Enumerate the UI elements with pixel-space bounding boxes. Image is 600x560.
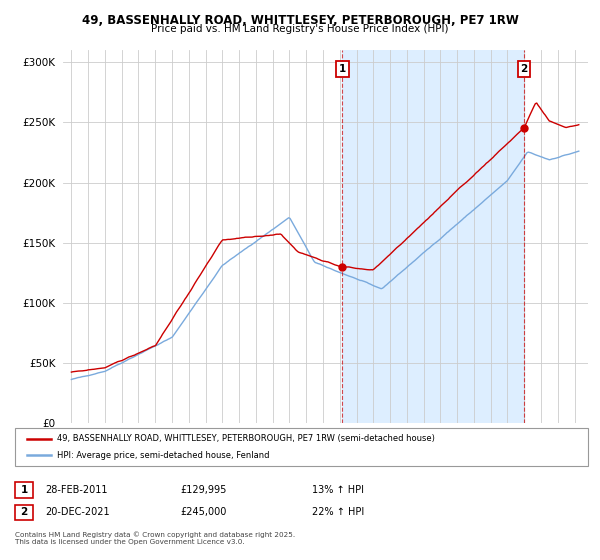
Bar [342,50,524,423]
Text: Price paid vs. HM Land Registry's House Price Index (HPI): Price paid vs. HM Land Registry's House … [151,24,449,34]
Text: 28-FEB-2011: 28-FEB-2011 [45,485,107,495]
Text: 2: 2 [20,507,28,517]
Text: Contains HM Land Registry data © Crown copyright and database right 2025.
This d: Contains HM Land Registry data © Crown c… [15,531,295,544]
Text: £129,995: £129,995 [180,485,226,495]
Text: £245,000: £245,000 [180,507,226,517]
Text: 49, BASSENHALLY ROAD, WHITTLESEY, PETERBOROUGH, PE7 1RW: 49, BASSENHALLY ROAD, WHITTLESEY, PETERB… [82,14,518,27]
Text: 13% ↑ HPI: 13% ↑ HPI [312,485,364,495]
Text: 1: 1 [338,64,346,74]
Text: 20-DEC-2021: 20-DEC-2021 [45,507,110,517]
Text: 49, BASSENHALLY ROAD, WHITTLESEY, PETERBOROUGH, PE7 1RW (semi-detached house): 49, BASSENHALLY ROAD, WHITTLESEY, PETERB… [57,434,435,443]
Text: 2: 2 [520,64,527,74]
Text: 1: 1 [20,485,28,495]
Text: HPI: Average price, semi-detached house, Fenland: HPI: Average price, semi-detached house,… [57,451,269,460]
Text: 22% ↑ HPI: 22% ↑ HPI [312,507,364,517]
